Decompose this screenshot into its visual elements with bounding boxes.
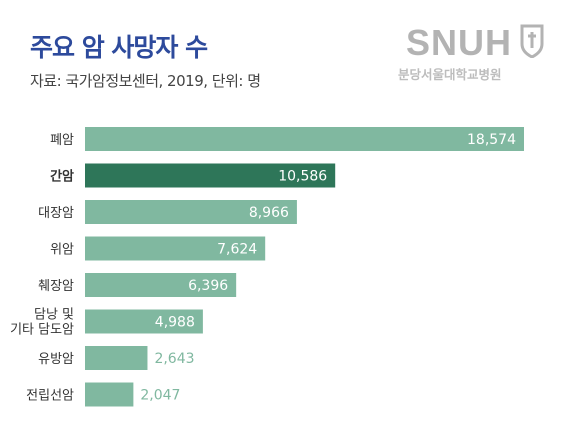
bar xyxy=(85,200,297,224)
value-label: 4,988 xyxy=(155,315,195,331)
bar xyxy=(85,236,266,261)
logo-subtext: 분당서울대학교병원 xyxy=(398,67,502,82)
category-label: 담낭 및 기타 담도암 xyxy=(10,308,74,338)
category-label: 폐암 xyxy=(50,133,74,148)
bar xyxy=(85,127,524,151)
logo-text: SNUH xyxy=(406,22,513,63)
category-label: 간암 xyxy=(50,169,74,185)
value-label: 2,643 xyxy=(154,351,194,367)
chart-source: 자료: 국가암정보센터, 2019, 단위: 명 xyxy=(30,72,261,90)
bar xyxy=(85,309,203,334)
snuh-logo: SNUH 분당서울대학교병원 xyxy=(398,22,548,84)
category-label: 유방암 xyxy=(38,352,74,367)
value-label: 18,574 xyxy=(467,132,516,148)
category-label: 위암 xyxy=(50,243,74,258)
value-label: 10,586 xyxy=(278,169,327,185)
bar xyxy=(85,382,134,407)
bar xyxy=(85,346,148,370)
value-label: 8,966 xyxy=(249,205,289,221)
value-label: 2,047 xyxy=(140,388,180,404)
chart-title: 주요 암 사망자 수 xyxy=(30,33,208,62)
bar xyxy=(85,163,336,188)
value-label: 7,624 xyxy=(217,242,257,258)
value-label: 6,396 xyxy=(188,278,228,294)
bar xyxy=(85,273,237,297)
category-label: 대장암 xyxy=(38,206,74,221)
category-label: 전립선암 xyxy=(26,389,74,404)
snuh-emblem-icon xyxy=(520,24,544,58)
category-label: 췌장암 xyxy=(38,279,74,294)
